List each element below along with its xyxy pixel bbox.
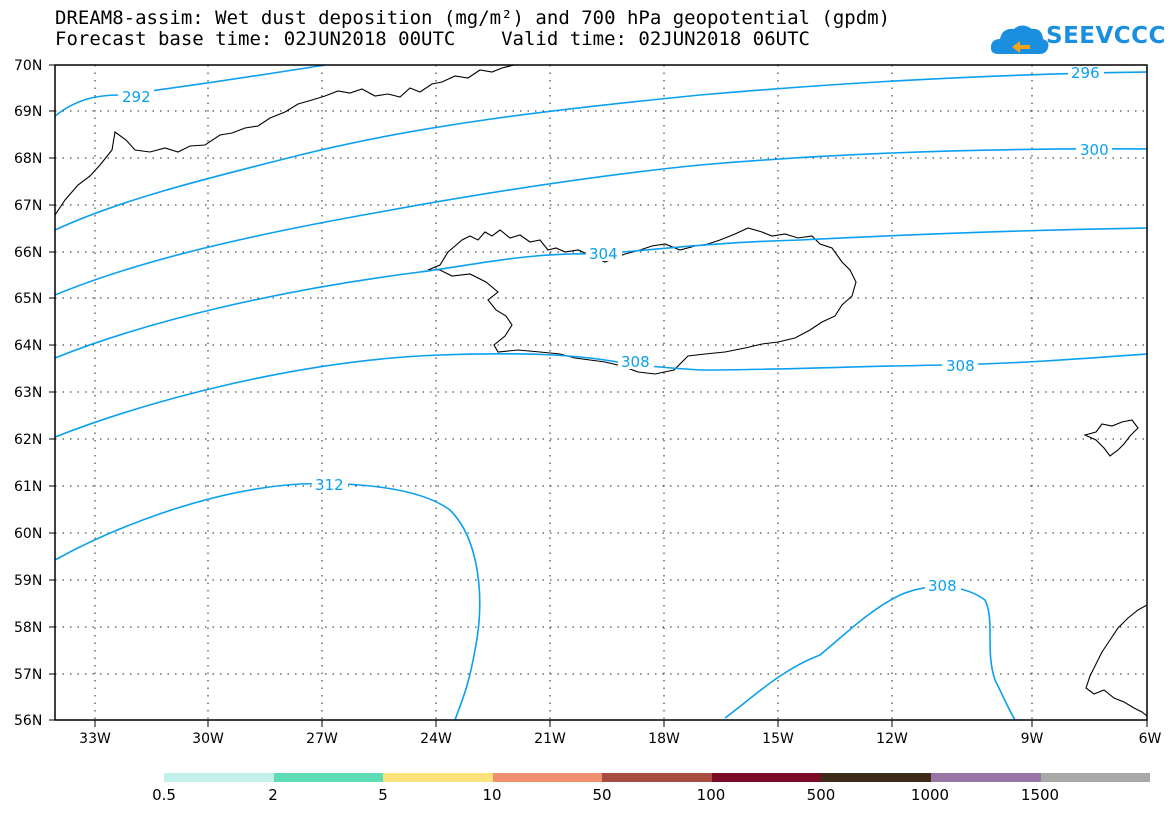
lon-label: 12W (876, 731, 908, 747)
map-title: DREAM8-assim: Wet dust deposition (mg/m²… (55, 7, 891, 29)
lat-label: 69N (14, 104, 42, 120)
cloud-icon (990, 25, 1049, 54)
lon-axis: 33W 30W 27W 24W 21W 18W 15W 12W 9W 6W (79, 720, 1162, 747)
contour-label-308-c: 308 (928, 577, 957, 595)
lat-label: 59N (14, 573, 42, 589)
legend-swatch (930, 773, 1041, 782)
lon-label: 33W (79, 731, 111, 747)
legend-swatch (711, 773, 822, 782)
contour-300 (54, 148, 1148, 296)
contour-label-312: 312 (315, 476, 344, 494)
contour-label-300: 300 (1080, 141, 1109, 159)
contour-296 (54, 71, 1148, 231)
legend-label: 2 (268, 786, 278, 804)
lat-label: 62N (14, 432, 42, 448)
legend-label: 1000 (910, 786, 950, 804)
legend-label: 50 (592, 786, 612, 804)
legend-label: 500 (806, 786, 836, 804)
scotland-coast (1085, 604, 1148, 717)
lon-label: 15W (762, 731, 794, 747)
legend-label: 100 (696, 786, 726, 804)
contour-label-296: 296 (1071, 64, 1100, 82)
logo-text: SEEVCCC (1046, 23, 1166, 49)
legend-swatch (821, 773, 931, 782)
legend-swatch (492, 773, 603, 782)
contour-label-308-a: 308 (621, 353, 650, 371)
contour-308-south (724, 586, 1016, 721)
map-times: Forecast base time: 02JUN2018 00UTC Vali… (55, 28, 810, 50)
lat-label: 56N (14, 713, 42, 729)
legend-swatch (164, 773, 274, 782)
greenland-coast (54, 64, 515, 216)
lat-axis: 70N 69N 68N 67N 66N 65N 64N 63N 62N 61N … (14, 58, 55, 729)
map-frame (54, 64, 1148, 721)
lat-label: 57N (14, 667, 42, 683)
coastlines (54, 64, 1148, 717)
legend-label: 10 (482, 786, 502, 804)
legend-swatch (273, 773, 384, 782)
contour-312 (54, 482, 481, 721)
lon-label: 18W (648, 731, 680, 747)
legend-label: 1500 (1020, 786, 1060, 804)
contour-lines (54, 64, 1148, 721)
color-legend (164, 773, 1151, 782)
legend-swatch (1040, 773, 1151, 782)
lat-label: 70N (14, 58, 42, 74)
contour-labels: 292 296 300 304 308 308 308 312 (118, 64, 1112, 595)
iceland-coast (427, 227, 857, 375)
lon-label: 6W (1139, 731, 1162, 747)
lat-label: 61N (14, 479, 42, 495)
lat-label: 58N (14, 620, 42, 636)
contour-label-304: 304 (589, 245, 618, 263)
legend-label: 0.5 (152, 786, 176, 804)
lat-label: 64N (14, 338, 42, 354)
grid-lines (55, 65, 1147, 720)
legend-swatch (383, 773, 493, 782)
lon-label: 9W (1021, 731, 1044, 747)
legend-swatch (602, 773, 712, 782)
contour-308-north (54, 353, 1148, 438)
lon-label: 24W (420, 731, 452, 747)
lat-label: 68N (14, 151, 42, 167)
lat-label: 63N (14, 385, 42, 401)
lon-label: 27W (306, 731, 338, 747)
lat-label: 60N (14, 526, 42, 542)
contour-label-308-b: 308 (946, 357, 975, 375)
lon-label: 30W (192, 731, 224, 747)
lat-label: 66N (14, 245, 42, 261)
lon-label: 21W (534, 731, 566, 747)
contour-label-292: 292 (122, 88, 151, 106)
lat-label: 65N (14, 291, 42, 307)
legend-label: 5 (378, 786, 388, 804)
faroe-coast (1083, 419, 1139, 457)
lat-label: 67N (14, 198, 42, 214)
